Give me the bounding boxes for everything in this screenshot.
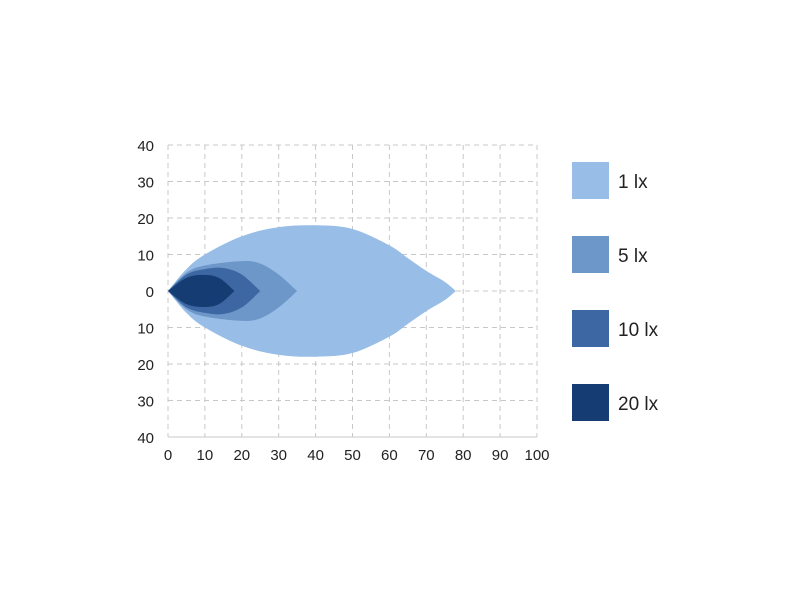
contours (168, 225, 456, 357)
legend-swatch (572, 162, 609, 199)
legend-label: 20 lx (618, 394, 659, 415)
x-tick-label: 50 (344, 447, 361, 464)
y-tick-label: 40 (137, 430, 154, 447)
y-tick-label: 20 (137, 357, 154, 374)
legend: 1 lx 5 lx 10 lx 20 lx (572, 162, 659, 421)
x-tick-label: 90 (492, 447, 509, 464)
y-tick-label: 20 (137, 211, 154, 228)
contour-1-lx (168, 225, 456, 357)
y-tick-label: 10 (137, 321, 154, 338)
y-tick-label: 30 (137, 175, 154, 192)
contour-20-lx (168, 274, 235, 308)
y-tick-label: 40 (137, 138, 154, 155)
legend-swatch (572, 384, 609, 421)
x-tick-label: 20 (233, 447, 250, 464)
x-tick-label: 100 (524, 447, 549, 464)
y-tick-label: 0 (146, 284, 154, 301)
x-tick-label: 40 (307, 447, 324, 464)
x-tick-label: 0 (164, 447, 172, 464)
x-tick-label: 70 (418, 447, 435, 464)
y-tick-label: 10 (137, 248, 154, 265)
legend-swatch (572, 236, 609, 273)
legend-label: 5 lx (618, 246, 648, 267)
x-tick-label: 80 (455, 447, 472, 464)
x-tick-label: 30 (270, 447, 287, 464)
y-tick-label: 30 (137, 394, 154, 411)
legend-label: 1 lx (618, 172, 648, 193)
legend-label: 10 lx (618, 320, 659, 341)
x-tick-label: 60 (381, 447, 398, 464)
x-tick-label: 10 (197, 447, 214, 464)
legend-swatch (572, 310, 609, 347)
